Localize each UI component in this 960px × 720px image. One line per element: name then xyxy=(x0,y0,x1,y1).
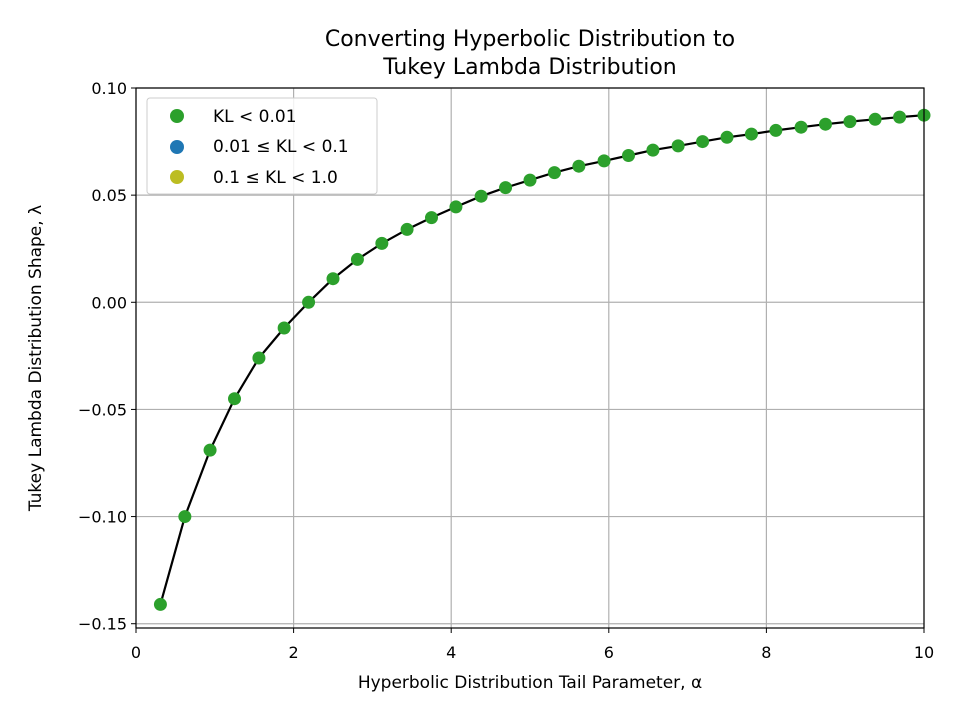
data-point xyxy=(400,222,414,236)
data-point xyxy=(868,112,882,126)
y-tick-label: −0.15 xyxy=(78,615,127,634)
data-point xyxy=(794,120,808,134)
chart-title-line1: Converting Hyperbolic Distribution to xyxy=(325,27,735,52)
data-point xyxy=(622,149,635,162)
legend-label-kl-001-to-01: 0.01 ≤ KL < 0.1 xyxy=(213,137,349,157)
data-point xyxy=(744,127,758,141)
legend: KL < 0.01 0.01 ≤ KL < 0.1 0.1 ≤ KL < 1.0 xyxy=(146,97,378,195)
data-point xyxy=(277,321,291,335)
legend-label-kl-below-001: KL < 0.01 xyxy=(213,107,297,127)
y-tick-label: 0.00 xyxy=(91,293,127,312)
data-point xyxy=(547,166,561,180)
x-tick-label: 4 xyxy=(446,643,456,662)
legend-marker-green xyxy=(170,109,184,123)
chart-title-line2: Tukey Lambda Distribution xyxy=(382,55,676,80)
data-point xyxy=(252,351,266,365)
y-tick-label: 0.05 xyxy=(91,186,127,205)
data-point xyxy=(523,173,537,187)
data-point xyxy=(178,510,192,524)
data-point xyxy=(302,295,316,309)
data-point xyxy=(646,143,660,157)
legend-box xyxy=(146,97,378,195)
axis-ticks: 0 2 4 6 8 10 −0.15 −0.10 −0.05 0.00 0.05 0.10 xyxy=(78,79,934,662)
data-point xyxy=(326,272,340,286)
data-point xyxy=(819,117,832,131)
data-point xyxy=(203,443,217,457)
data-point xyxy=(696,135,710,149)
data-point xyxy=(671,139,685,153)
data-point xyxy=(769,123,783,137)
data-point xyxy=(153,597,167,611)
data-point xyxy=(375,236,389,250)
x-tick-label: 10 xyxy=(914,643,934,662)
data-point xyxy=(449,200,463,214)
plot-area-frame xyxy=(135,87,925,629)
x-tick-label: 0 xyxy=(131,643,141,662)
x-tick-label: 8 xyxy=(761,643,771,662)
y-tick-label: −0.05 xyxy=(78,400,127,419)
x-tick-label: 6 xyxy=(604,643,614,662)
legend-marker-blue xyxy=(170,140,184,154)
data-point xyxy=(572,159,586,173)
data-point xyxy=(720,130,734,144)
data-point xyxy=(597,154,611,168)
legend-marker-olive xyxy=(170,170,184,184)
data-point xyxy=(499,181,513,195)
data-point xyxy=(893,110,907,124)
data-points xyxy=(153,108,931,611)
data-point xyxy=(425,211,438,225)
y-tick-label: −0.10 xyxy=(78,508,127,527)
y-tick-label: 0.10 xyxy=(91,79,127,98)
x-tick-label: 2 xyxy=(289,643,299,662)
data-point xyxy=(350,252,364,266)
data-point xyxy=(474,189,488,203)
y-axis-label: Tukey Lambda Distribution Shape, λ xyxy=(26,205,46,512)
legend-label-kl-01-to-1: 0.1 ≤ KL < 1.0 xyxy=(213,168,338,188)
data-point xyxy=(843,115,857,129)
x-axis-label: Hyperbolic Distribution Tail Parameter, … xyxy=(358,673,702,693)
data-point xyxy=(228,392,241,406)
